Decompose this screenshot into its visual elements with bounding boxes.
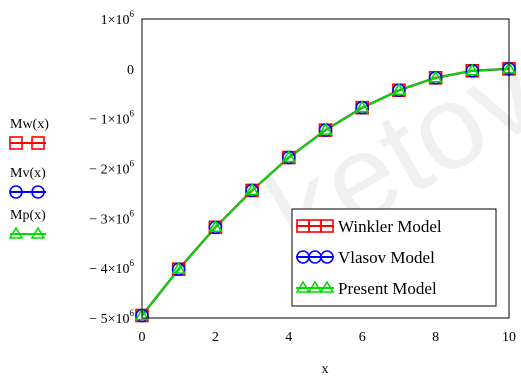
y-tick-label: − 5×106: [89, 308, 134, 327]
data-point: [171, 261, 187, 274]
data-point: [354, 100, 370, 113]
x-tick-label: 8: [432, 330, 439, 345]
y-tick-label: − 1×106: [89, 109, 134, 128]
legend-marker: [307, 280, 323, 293]
legend-label: Winkler Model: [338, 217, 442, 236]
data-point: [428, 70, 444, 83]
series-layer: [134, 61, 517, 323]
plot-frame: [141, 18, 510, 319]
y-tick-label: 1×106: [101, 9, 135, 28]
data-point: [318, 122, 333, 135]
y-tick-label: − 2×106: [89, 159, 134, 178]
x-tick-label: 4: [285, 330, 292, 345]
legend-label: Present Model: [338, 279, 437, 298]
legend-marker: [320, 219, 334, 233]
x-tick-label: 0: [139, 330, 146, 345]
y-label-marker: [9, 136, 23, 150]
series-line: [141, 67, 510, 317]
data-point: [244, 182, 260, 196]
data-point: [281, 149, 297, 163]
x-tick-labels: 0 2 4 6 8 10: [139, 330, 517, 345]
legend-marker: [320, 250, 334, 264]
y-label-marker: [30, 226, 46, 239]
x-tick-label: 10: [502, 330, 516, 345]
y-label-marker: [31, 185, 45, 199]
y-label-marker: [8, 226, 24, 239]
y-tick-label: 0: [127, 63, 134, 78]
y-label-marker: [9, 185, 23, 199]
x-tick-label: 6: [359, 330, 366, 345]
y-tick-labels: 1×106 0 − 1×106 − 2×106 − 3×106 − 4×106 − 5×10…: [89, 9, 134, 327]
y-tick-label: − 4×106: [89, 258, 134, 277]
legend-marker: [295, 280, 311, 293]
x-axis-label: x: [322, 362, 329, 377]
x-tick-label: 2: [212, 330, 219, 345]
data-point: [391, 82, 407, 96]
legend-label: Vlasov Model: [338, 248, 435, 267]
data-point: [464, 63, 480, 76]
data-point: [134, 307, 150, 321]
y-series-label: Mp(x): [10, 208, 46, 223]
legend: Winkler Model Vlasov Model Present Model: [291, 208, 497, 307]
y-series-label: Mv(x): [10, 166, 46, 181]
legend-marker: [319, 280, 335, 293]
y-series-label: Mw(x): [10, 117, 49, 132]
y-series-labels: Mw(x) Mv(x) Mp(x): [8, 117, 49, 239]
data-point: [207, 219, 223, 233]
y-tick-label: − 3×106: [89, 208, 134, 227]
y-label-marker: [31, 136, 45, 150]
